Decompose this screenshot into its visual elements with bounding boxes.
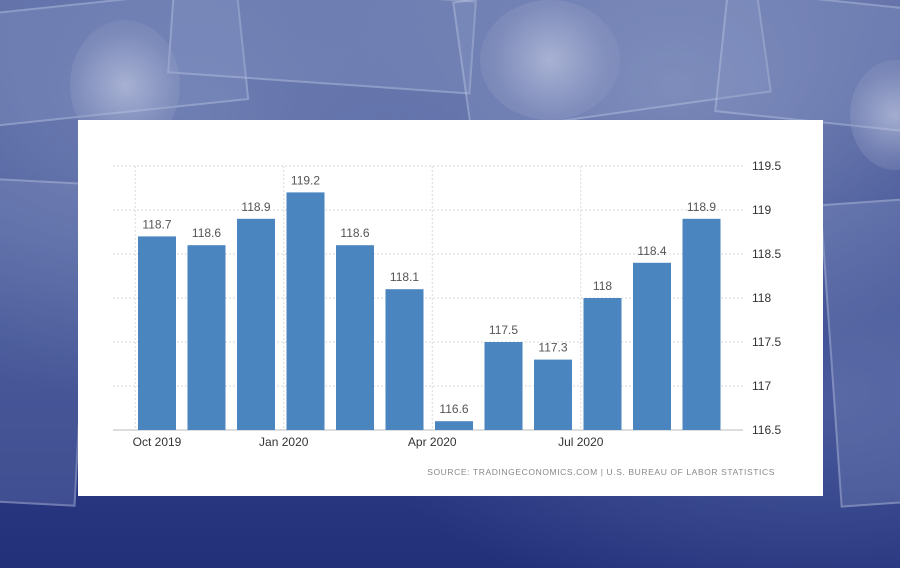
y-tick-label: 117 [752, 379, 771, 393]
bar-jan-2020 [286, 192, 325, 430]
y-axis-ticks: 116.5 117 117.5 118 118.5 119 119.5 [752, 159, 781, 437]
bar-nov-2019 [187, 245, 226, 430]
bar-mar-2020 [385, 289, 424, 430]
labels-layer: 118.7 118.6 118.9 119.2 118.6 118.1 116.6 117.5… [142, 173, 716, 416]
data-label: 118.1 [390, 270, 419, 284]
data-label: 118.6 [192, 226, 221, 240]
bar-may-2020 [484, 342, 523, 430]
data-label: 118.4 [637, 244, 666, 258]
bar-chart: 118.7 118.6 118.9 119.2 118.6 118.1 116.6 117.5… [113, 159, 781, 449]
x-tick-label: Oct 2019 [133, 435, 182, 449]
y-tick-label: 118 [752, 291, 771, 305]
bar-dec-2019 [237, 218, 275, 430]
x-tick-label: Apr 2020 [408, 435, 457, 449]
data-label: 117.3 [538, 341, 567, 355]
y-tick-label: 116.5 [752, 423, 781, 437]
bar-aug-2020 [633, 262, 671, 430]
y-tick-label: 119.5 [752, 159, 781, 173]
bars-layer [138, 192, 721, 430]
x-tick-label: Jul 2020 [558, 435, 604, 449]
data-label: 118.9 [687, 200, 716, 214]
bar-feb-2020 [336, 245, 374, 430]
bar-apr-2020 [435, 421, 473, 430]
data-label: 118 [593, 279, 612, 293]
bar-jun-2020 [534, 359, 572, 430]
source-note: SOURCE: TRADINGECONOMICS.COM | U.S. BURE… [427, 467, 775, 477]
x-axis-ticks: Oct 2019 Jan 2020 Apr 2020 Jul 2020 [133, 435, 604, 449]
data-label: 118.9 [241, 200, 270, 214]
y-tick-label: 118.5 [752, 247, 781, 261]
data-label: 118.6 [340, 226, 369, 240]
x-tick-label: Jan 2020 [259, 435, 309, 449]
chart-panel: 118.7 118.6 118.9 119.2 118.6 118.1 116.6 117.5… [78, 120, 823, 496]
y-tick-label: 117.5 [752, 335, 781, 349]
data-label: 118.7 [142, 217, 171, 231]
data-label: 116.6 [439, 402, 468, 416]
data-label: 119.2 [291, 173, 320, 187]
y-tick-label: 119 [752, 203, 771, 217]
bar-jul-2020 [583, 298, 622, 430]
bar-sep-2020 [682, 218, 721, 430]
data-label: 117.5 [489, 323, 518, 337]
bar-oct-2019 [138, 236, 176, 430]
